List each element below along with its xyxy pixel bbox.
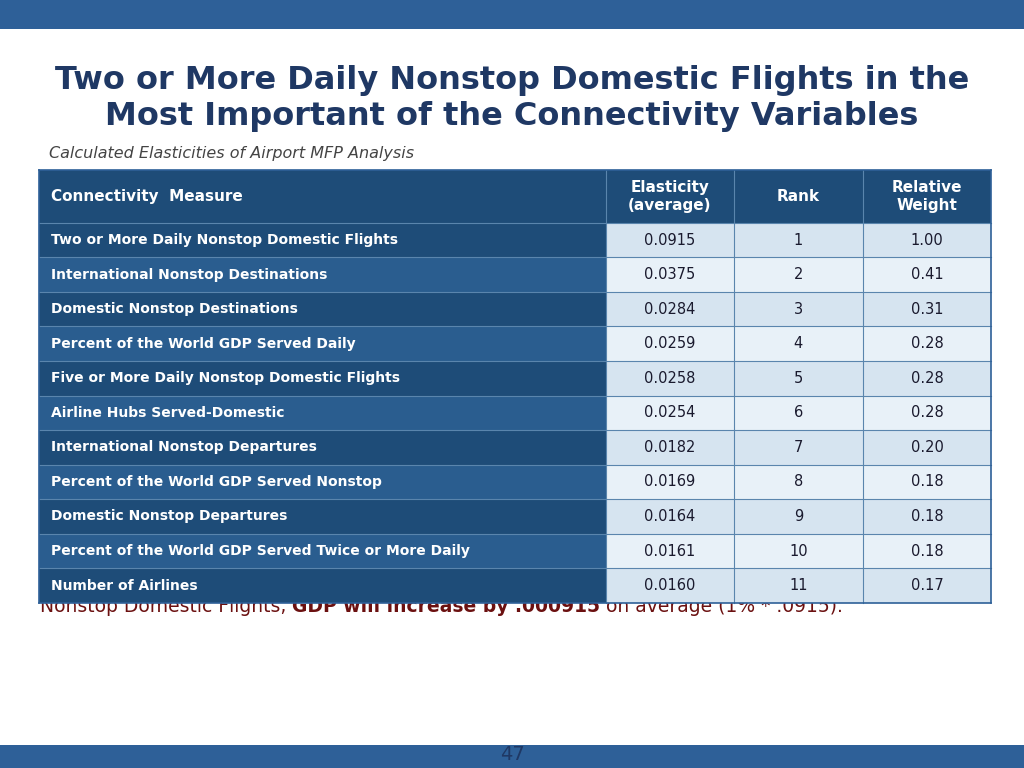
Text: Percent of the World GDP Served Nonstop: Percent of the World GDP Served Nonstop [51, 475, 382, 489]
Text: 1: 1 [794, 233, 803, 247]
Text: 0.20: 0.20 [910, 440, 943, 455]
Text: 0.41: 0.41 [910, 267, 943, 282]
Text: 0.0375: 0.0375 [644, 267, 695, 282]
Text: 0.0284: 0.0284 [644, 302, 695, 316]
Text: Airline Hubs Served-Domestic: Airline Hubs Served-Domestic [51, 406, 285, 420]
Text: Relative
Weight: Relative Weight [892, 180, 963, 213]
Text: on average (1% * .0915).: on average (1% * .0915). [600, 597, 843, 615]
Text: 0.18: 0.18 [910, 509, 943, 524]
Text: 3: 3 [794, 302, 803, 316]
Text: Calculated Elasticities of Airport MFP Analysis: Calculated Elasticities of Airport MFP A… [49, 146, 415, 161]
Text: 0.0254: 0.0254 [644, 406, 695, 420]
Text: 10: 10 [790, 544, 808, 558]
Text: 6: 6 [794, 406, 803, 420]
Text: 0.17: 0.17 [910, 578, 943, 593]
Text: Domestic Nonstop Destinations: Domestic Nonstop Destinations [51, 302, 298, 316]
Text: Two or More Daily Nonstop Domestic Flights in the: Two or More Daily Nonstop Domestic Fligh… [55, 65, 969, 96]
Text: Most Important of the Connectivity Variables: Most Important of the Connectivity Varia… [105, 101, 919, 132]
Text: 47: 47 [500, 745, 524, 763]
Text: 0.28: 0.28 [910, 336, 943, 351]
Text: : For every: : For every [190, 564, 297, 584]
Text: Nonstop Domestic Flights,: Nonstop Domestic Flights, [40, 597, 293, 615]
Text: 0.31: 0.31 [910, 302, 943, 316]
Text: 0.0182: 0.0182 [644, 440, 695, 455]
Text: 0.0161: 0.0161 [644, 544, 695, 558]
Text: Interpretation: Interpretation [40, 564, 190, 584]
Text: 0.0164: 0.0164 [644, 509, 695, 524]
Text: International Nonstop Destinations: International Nonstop Destinations [51, 267, 328, 282]
Text: 9: 9 [794, 509, 803, 524]
Text: GDP will increase by .000915: GDP will increase by .000915 [293, 597, 600, 615]
Text: 7: 7 [794, 440, 803, 455]
Text: Connectivity  Measure: Connectivity Measure [51, 189, 243, 204]
Text: Two or More Daily Nonstop Domestic Flights: Two or More Daily Nonstop Domestic Fligh… [51, 233, 398, 247]
Text: Five or More Daily Nonstop Domestic Flights: Five or More Daily Nonstop Domestic Flig… [51, 371, 400, 386]
Text: International Nonstop Departures: International Nonstop Departures [51, 440, 317, 455]
Text: 8: 8 [794, 475, 803, 489]
Text: 1.00: 1.00 [910, 233, 943, 247]
Text: Number of Airlines: Number of Airlines [51, 578, 198, 593]
Text: 0.28: 0.28 [910, 406, 943, 420]
Text: 11: 11 [790, 578, 808, 593]
Text: 1% increase: 1% increase [297, 564, 425, 584]
Text: 0.0169: 0.0169 [644, 475, 695, 489]
Text: 5: 5 [794, 371, 803, 386]
Text: Domestic Nonstop Departures: Domestic Nonstop Departures [51, 509, 288, 524]
Text: Rank: Rank [777, 189, 820, 204]
Text: 0.18: 0.18 [910, 475, 943, 489]
Text: 0.0258: 0.0258 [644, 371, 695, 386]
Text: Percent of the World GDP Served Twice or More Daily: Percent of the World GDP Served Twice or… [51, 544, 470, 558]
Text: 2: 2 [794, 267, 803, 282]
Text: 0.0160: 0.0160 [644, 578, 695, 593]
Text: 0.0915: 0.0915 [644, 233, 695, 247]
Text: 0.0259: 0.0259 [644, 336, 695, 351]
Text: Elasticity
(average): Elasticity (average) [628, 180, 712, 213]
Text: of destinations served by Two or More Daily: of destinations served by Two or More Da… [425, 564, 841, 584]
Text: 0.18: 0.18 [910, 544, 943, 558]
Text: Percent of the World GDP Served Daily: Percent of the World GDP Served Daily [51, 336, 355, 351]
Text: 4: 4 [794, 336, 803, 351]
Text: 0.28: 0.28 [910, 371, 943, 386]
